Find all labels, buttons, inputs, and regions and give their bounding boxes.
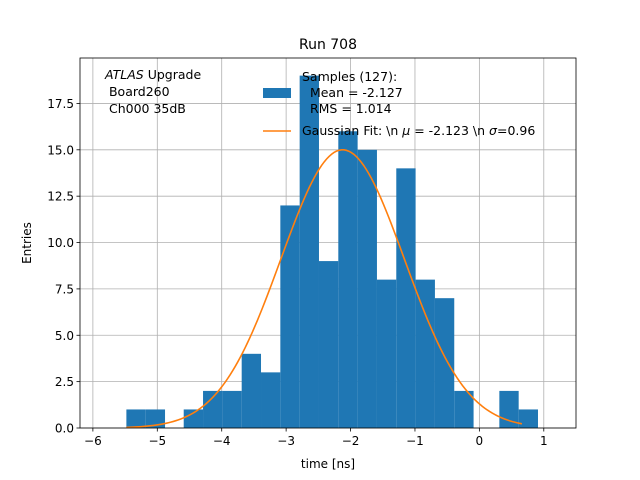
legend-fit-mu-text: = -2.123 \n bbox=[410, 123, 489, 138]
histogram-bar bbox=[357, 149, 377, 428]
histogram-bar bbox=[299, 75, 319, 428]
legend-fit-sigma-text: =0.96 bbox=[497, 123, 535, 138]
gaussian-fit-layer bbox=[126, 149, 523, 429]
y-tick-label: 2.5 bbox=[55, 375, 74, 389]
histogram-bar bbox=[518, 409, 538, 428]
annotation-board: Board260 bbox=[105, 84, 170, 99]
legend-samples-swatch bbox=[263, 88, 291, 98]
atlas-annotation: ATLAS Upgrade Board260 Ch000 35dB bbox=[104, 67, 201, 116]
y-axis-ticks: 0.0 2.5 5.0 7.5 10.0 12.5 15.0 17.5 bbox=[47, 97, 80, 436]
histogram-bar bbox=[396, 168, 416, 428]
x-tick-label: −2 bbox=[342, 434, 360, 448]
histogram-bar bbox=[261, 372, 281, 428]
annotation-experiment: ATLAS bbox=[104, 67, 144, 82]
y-tick-label: 7.5 bbox=[55, 282, 74, 296]
y-tick-label: 12.5 bbox=[47, 190, 74, 204]
x-axis-ticks: −6 −5 −4 −3 −2 −1 0 1 bbox=[84, 428, 548, 448]
annotation-line-1: ATLAS Upgrade bbox=[104, 67, 201, 82]
y-tick-label: 10.0 bbox=[47, 236, 74, 250]
annotation-experiment-suffix: Upgrade bbox=[144, 67, 202, 82]
legend-fit-prefix: Gaussian Fit: \n bbox=[302, 123, 402, 138]
legend-samples-line-3: RMS = 1.014 bbox=[302, 101, 392, 116]
legend-samples-line-2: Mean = -2.127 bbox=[302, 85, 403, 100]
y-tick-label: 15.0 bbox=[47, 143, 74, 157]
y-tick-label: 0.0 bbox=[55, 422, 74, 436]
chart-title: Run 708 bbox=[299, 37, 357, 53]
histogram-bar bbox=[318, 261, 339, 428]
histogram-bar bbox=[338, 131, 358, 428]
x-tick-label: −1 bbox=[406, 434, 424, 448]
histogram-bar bbox=[126, 409, 146, 428]
legend-fit-mu-symbol: μ bbox=[401, 123, 410, 138]
histogram-bar bbox=[454, 390, 474, 428]
histogram-bar bbox=[241, 353, 262, 428]
x-tick-label: −6 bbox=[84, 434, 102, 448]
x-tick-label: −4 bbox=[213, 434, 231, 448]
histogram-bar bbox=[203, 390, 223, 428]
legend-fit-label: Gaussian Fit: \n μ = -2.123 \n σ=0.96 bbox=[302, 123, 535, 138]
histogram-bars bbox=[126, 75, 538, 428]
x-tick-label: −3 bbox=[277, 434, 295, 448]
x-tick-label: 0 bbox=[476, 434, 484, 448]
annotation-channel: Ch000 35dB bbox=[105, 101, 186, 116]
x-axis-label: time [ns] bbox=[301, 457, 355, 471]
histogram-bar bbox=[222, 390, 242, 428]
histogram-bar bbox=[434, 298, 455, 428]
histogram-bar bbox=[183, 409, 204, 428]
plot-frame bbox=[79, 57, 577, 429]
x-tick-label: 1 bbox=[540, 434, 548, 448]
legend-fit-sigma-symbol: σ bbox=[489, 123, 498, 138]
legend: Samples (127): Mean = -2.127 RMS = 1.014… bbox=[263, 69, 535, 138]
legend-samples-line-1: Samples (127): bbox=[302, 69, 397, 84]
histogram-bar bbox=[145, 409, 166, 428]
gaussian-fit-line bbox=[126, 149, 523, 429]
y-tick-label: 5.0 bbox=[55, 329, 74, 343]
y-axis-label: Entries bbox=[20, 222, 34, 264]
histogram-bar bbox=[376, 279, 397, 428]
x-tick-label: −5 bbox=[148, 434, 166, 448]
y-tick-label: 17.5 bbox=[47, 97, 74, 111]
histogram-bar bbox=[415, 279, 435, 428]
histogram-bar bbox=[280, 205, 300, 428]
